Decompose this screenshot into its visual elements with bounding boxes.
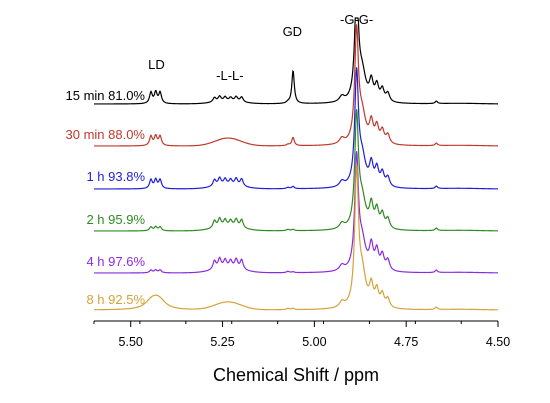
trace-label: 1 h 93.8% bbox=[86, 169, 145, 184]
peak-label: GD bbox=[283, 24, 303, 39]
spectrum-trace bbox=[94, 151, 498, 274]
peak-label: -G-G- bbox=[340, 12, 373, 27]
trace-label: 15 min 81.0% bbox=[66, 88, 146, 103]
x-axis-title: Chemical Shift / ppm bbox=[213, 365, 379, 385]
x-axis-ticks: 5.50 5.25 5.00 4.75 4.50 bbox=[93, 321, 510, 349]
spectrum-trace bbox=[94, 17, 498, 105]
peak-label: LD bbox=[148, 57, 165, 72]
trace-labels: 15 min 81.0% 30 min 88.0% 1 h 93.8% 2 h 95.… bbox=[66, 88, 146, 307]
spectrum-trace bbox=[94, 164, 499, 311]
x-tick-label: 4.50 bbox=[486, 335, 510, 349]
peak-label: -L-L- bbox=[216, 68, 243, 83]
spectrum-trace bbox=[94, 109, 498, 232]
peak-labels: LD -L-L- GD -G-G- bbox=[148, 12, 373, 83]
trace-label: 4 h 97.6% bbox=[86, 254, 145, 269]
x-tick-label: 5.50 bbox=[119, 335, 143, 349]
x-tick-label: 5.25 bbox=[210, 335, 234, 349]
spectra-traces bbox=[94, 17, 499, 311]
trace-label: 8 h 92.5% bbox=[86, 292, 145, 307]
trace-label: 30 min 88.0% bbox=[66, 127, 146, 142]
trace-label: 2 h 95.9% bbox=[86, 212, 145, 227]
x-tick-label: 4.75 bbox=[394, 335, 418, 349]
x-tick-label: 5.00 bbox=[302, 335, 326, 349]
spectrum-trace bbox=[94, 67, 498, 190]
spectrum-trace bbox=[94, 24, 499, 147]
